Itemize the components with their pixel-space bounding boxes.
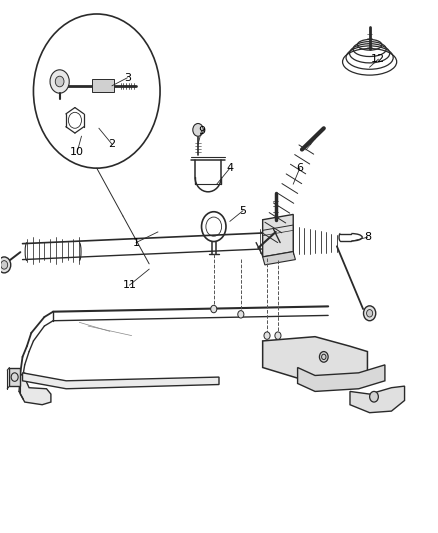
Polygon shape [20, 373, 51, 405]
Circle shape [211, 305, 217, 313]
Circle shape [370, 391, 378, 402]
Text: 2: 2 [109, 139, 116, 149]
Text: 1: 1 [133, 238, 140, 247]
Text: 11: 11 [123, 280, 137, 290]
Text: 8: 8 [364, 232, 371, 243]
Text: 9: 9 [198, 126, 205, 136]
Polygon shape [22, 373, 219, 389]
Text: 6: 6 [296, 163, 303, 173]
Polygon shape [10, 368, 20, 386]
Text: 5: 5 [240, 206, 247, 216]
Polygon shape [297, 365, 385, 391]
Circle shape [364, 306, 376, 321]
Polygon shape [263, 214, 293, 257]
Polygon shape [350, 386, 405, 413]
Polygon shape [263, 337, 367, 383]
Circle shape [1, 261, 8, 269]
Circle shape [238, 311, 244, 318]
Polygon shape [263, 252, 295, 265]
Circle shape [55, 76, 64, 87]
Circle shape [319, 352, 328, 362]
Circle shape [275, 332, 281, 340]
Text: 3: 3 [124, 73, 131, 83]
Circle shape [193, 124, 203, 136]
Circle shape [367, 310, 373, 317]
Text: 12: 12 [371, 54, 385, 64]
Text: 4: 4 [226, 163, 233, 173]
Circle shape [264, 332, 270, 340]
Circle shape [0, 257, 11, 273]
Polygon shape [92, 79, 114, 92]
Circle shape [50, 70, 69, 93]
Text: 10: 10 [70, 147, 84, 157]
